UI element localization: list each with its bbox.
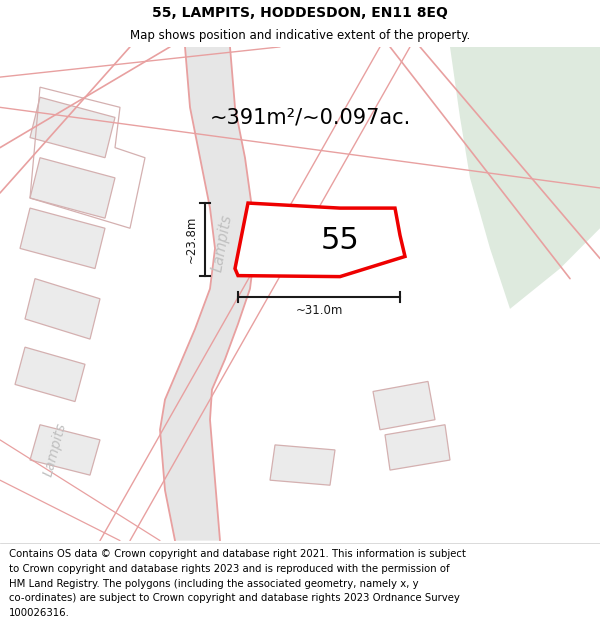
Text: HM Land Registry. The polygons (including the associated geometry, namely x, y: HM Land Registry. The polygons (includin… <box>9 579 419 589</box>
Text: ~31.0m: ~31.0m <box>295 304 343 318</box>
Polygon shape <box>373 381 435 430</box>
Text: 55, LAMPITS, HODDESDON, EN11 8EQ: 55, LAMPITS, HODDESDON, EN11 8EQ <box>152 6 448 20</box>
Text: ~391m²/~0.097ac.: ~391m²/~0.097ac. <box>209 107 410 127</box>
Polygon shape <box>30 425 100 475</box>
Polygon shape <box>450 47 600 309</box>
Polygon shape <box>25 279 100 339</box>
Text: Contains OS data © Crown copyright and database right 2021. This information is : Contains OS data © Crown copyright and d… <box>9 549 466 559</box>
Polygon shape <box>30 98 115 158</box>
Text: co-ordinates) are subject to Crown copyright and database rights 2023 Ordnance S: co-ordinates) are subject to Crown copyr… <box>9 593 460 603</box>
Text: Lampits: Lampits <box>41 421 69 478</box>
Polygon shape <box>235 203 405 277</box>
Text: to Crown copyright and database rights 2023 and is reproduced with the permissio: to Crown copyright and database rights 2… <box>9 564 449 574</box>
Polygon shape <box>385 425 450 470</box>
Polygon shape <box>160 47 255 541</box>
Polygon shape <box>270 445 335 485</box>
Polygon shape <box>15 347 85 402</box>
Text: 55: 55 <box>320 226 359 255</box>
Polygon shape <box>30 158 115 218</box>
Text: Lampits: Lampits <box>209 214 235 273</box>
Text: ~23.8m: ~23.8m <box>185 216 197 263</box>
Polygon shape <box>20 208 105 269</box>
Text: Map shows position and indicative extent of the property.: Map shows position and indicative extent… <box>130 29 470 42</box>
Text: 100026316.: 100026316. <box>9 608 70 618</box>
Polygon shape <box>262 213 328 271</box>
